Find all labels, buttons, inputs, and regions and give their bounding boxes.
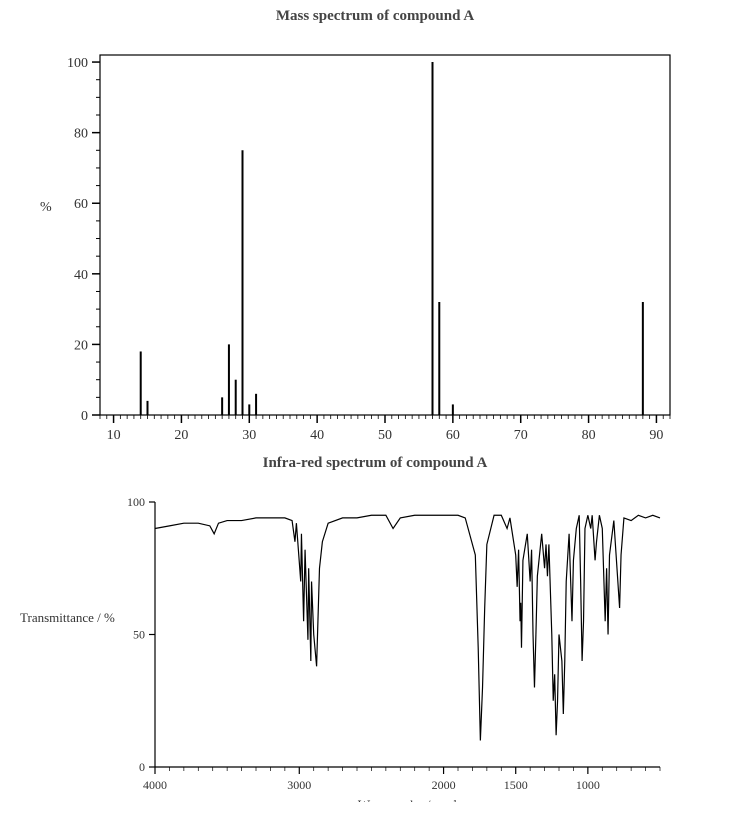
svg-text:20: 20 bbox=[74, 338, 88, 353]
svg-text:30: 30 bbox=[242, 428, 256, 443]
svg-text:0: 0 bbox=[81, 409, 88, 424]
svg-text:60: 60 bbox=[74, 197, 88, 212]
ir-spectrum-chart: Infra-red spectrum of compound A 0 50 100 4… bbox=[0, 455, 750, 802]
svg-text:40: 40 bbox=[74, 268, 88, 283]
svg-text:1500: 1500 bbox=[504, 778, 528, 792]
svg-text:80: 80 bbox=[74, 127, 88, 142]
ir-ylabel: Transmittance / % bbox=[20, 610, 115, 626]
ms-title: Mass spectrum of compound A bbox=[0, 8, 750, 25]
svg-text:90: 90 bbox=[649, 428, 663, 443]
svg-text:40: 40 bbox=[310, 428, 324, 443]
mass-spectrum-chart: Mass spectrum of compound A 0 20 40 60 80 100… bbox=[0, 0, 750, 445]
ir-title: Infra-red spectrum of compound A bbox=[0, 455, 750, 472]
ms-plot: 020406080100102030405060708090m/z bbox=[0, 25, 720, 445]
svg-text:10: 10 bbox=[107, 428, 121, 443]
svg-text:Wavenumber/cm⁻¹: Wavenumber/cm⁻¹ bbox=[358, 797, 457, 802]
svg-text:100: 100 bbox=[127, 495, 145, 509]
svg-text:80: 80 bbox=[582, 428, 596, 443]
svg-text:70: 70 bbox=[514, 428, 528, 443]
svg-text:50: 50 bbox=[378, 428, 392, 443]
svg-text:50: 50 bbox=[133, 628, 145, 642]
ms-ylabel: % bbox=[40, 200, 52, 216]
svg-text:100: 100 bbox=[67, 56, 88, 71]
svg-text:1000: 1000 bbox=[576, 778, 600, 792]
svg-text:2000: 2000 bbox=[432, 778, 456, 792]
ir-plot: 0 50 100 4000 3000 2000 1500 1000 Wavenumber/cm⁻… bbox=[0, 472, 720, 802]
svg-text:0: 0 bbox=[139, 760, 145, 774]
svg-text:20: 20 bbox=[174, 428, 188, 443]
svg-text:4000: 4000 bbox=[143, 778, 167, 792]
svg-text:60: 60 bbox=[446, 428, 460, 443]
svg-text:3000: 3000 bbox=[287, 778, 311, 792]
